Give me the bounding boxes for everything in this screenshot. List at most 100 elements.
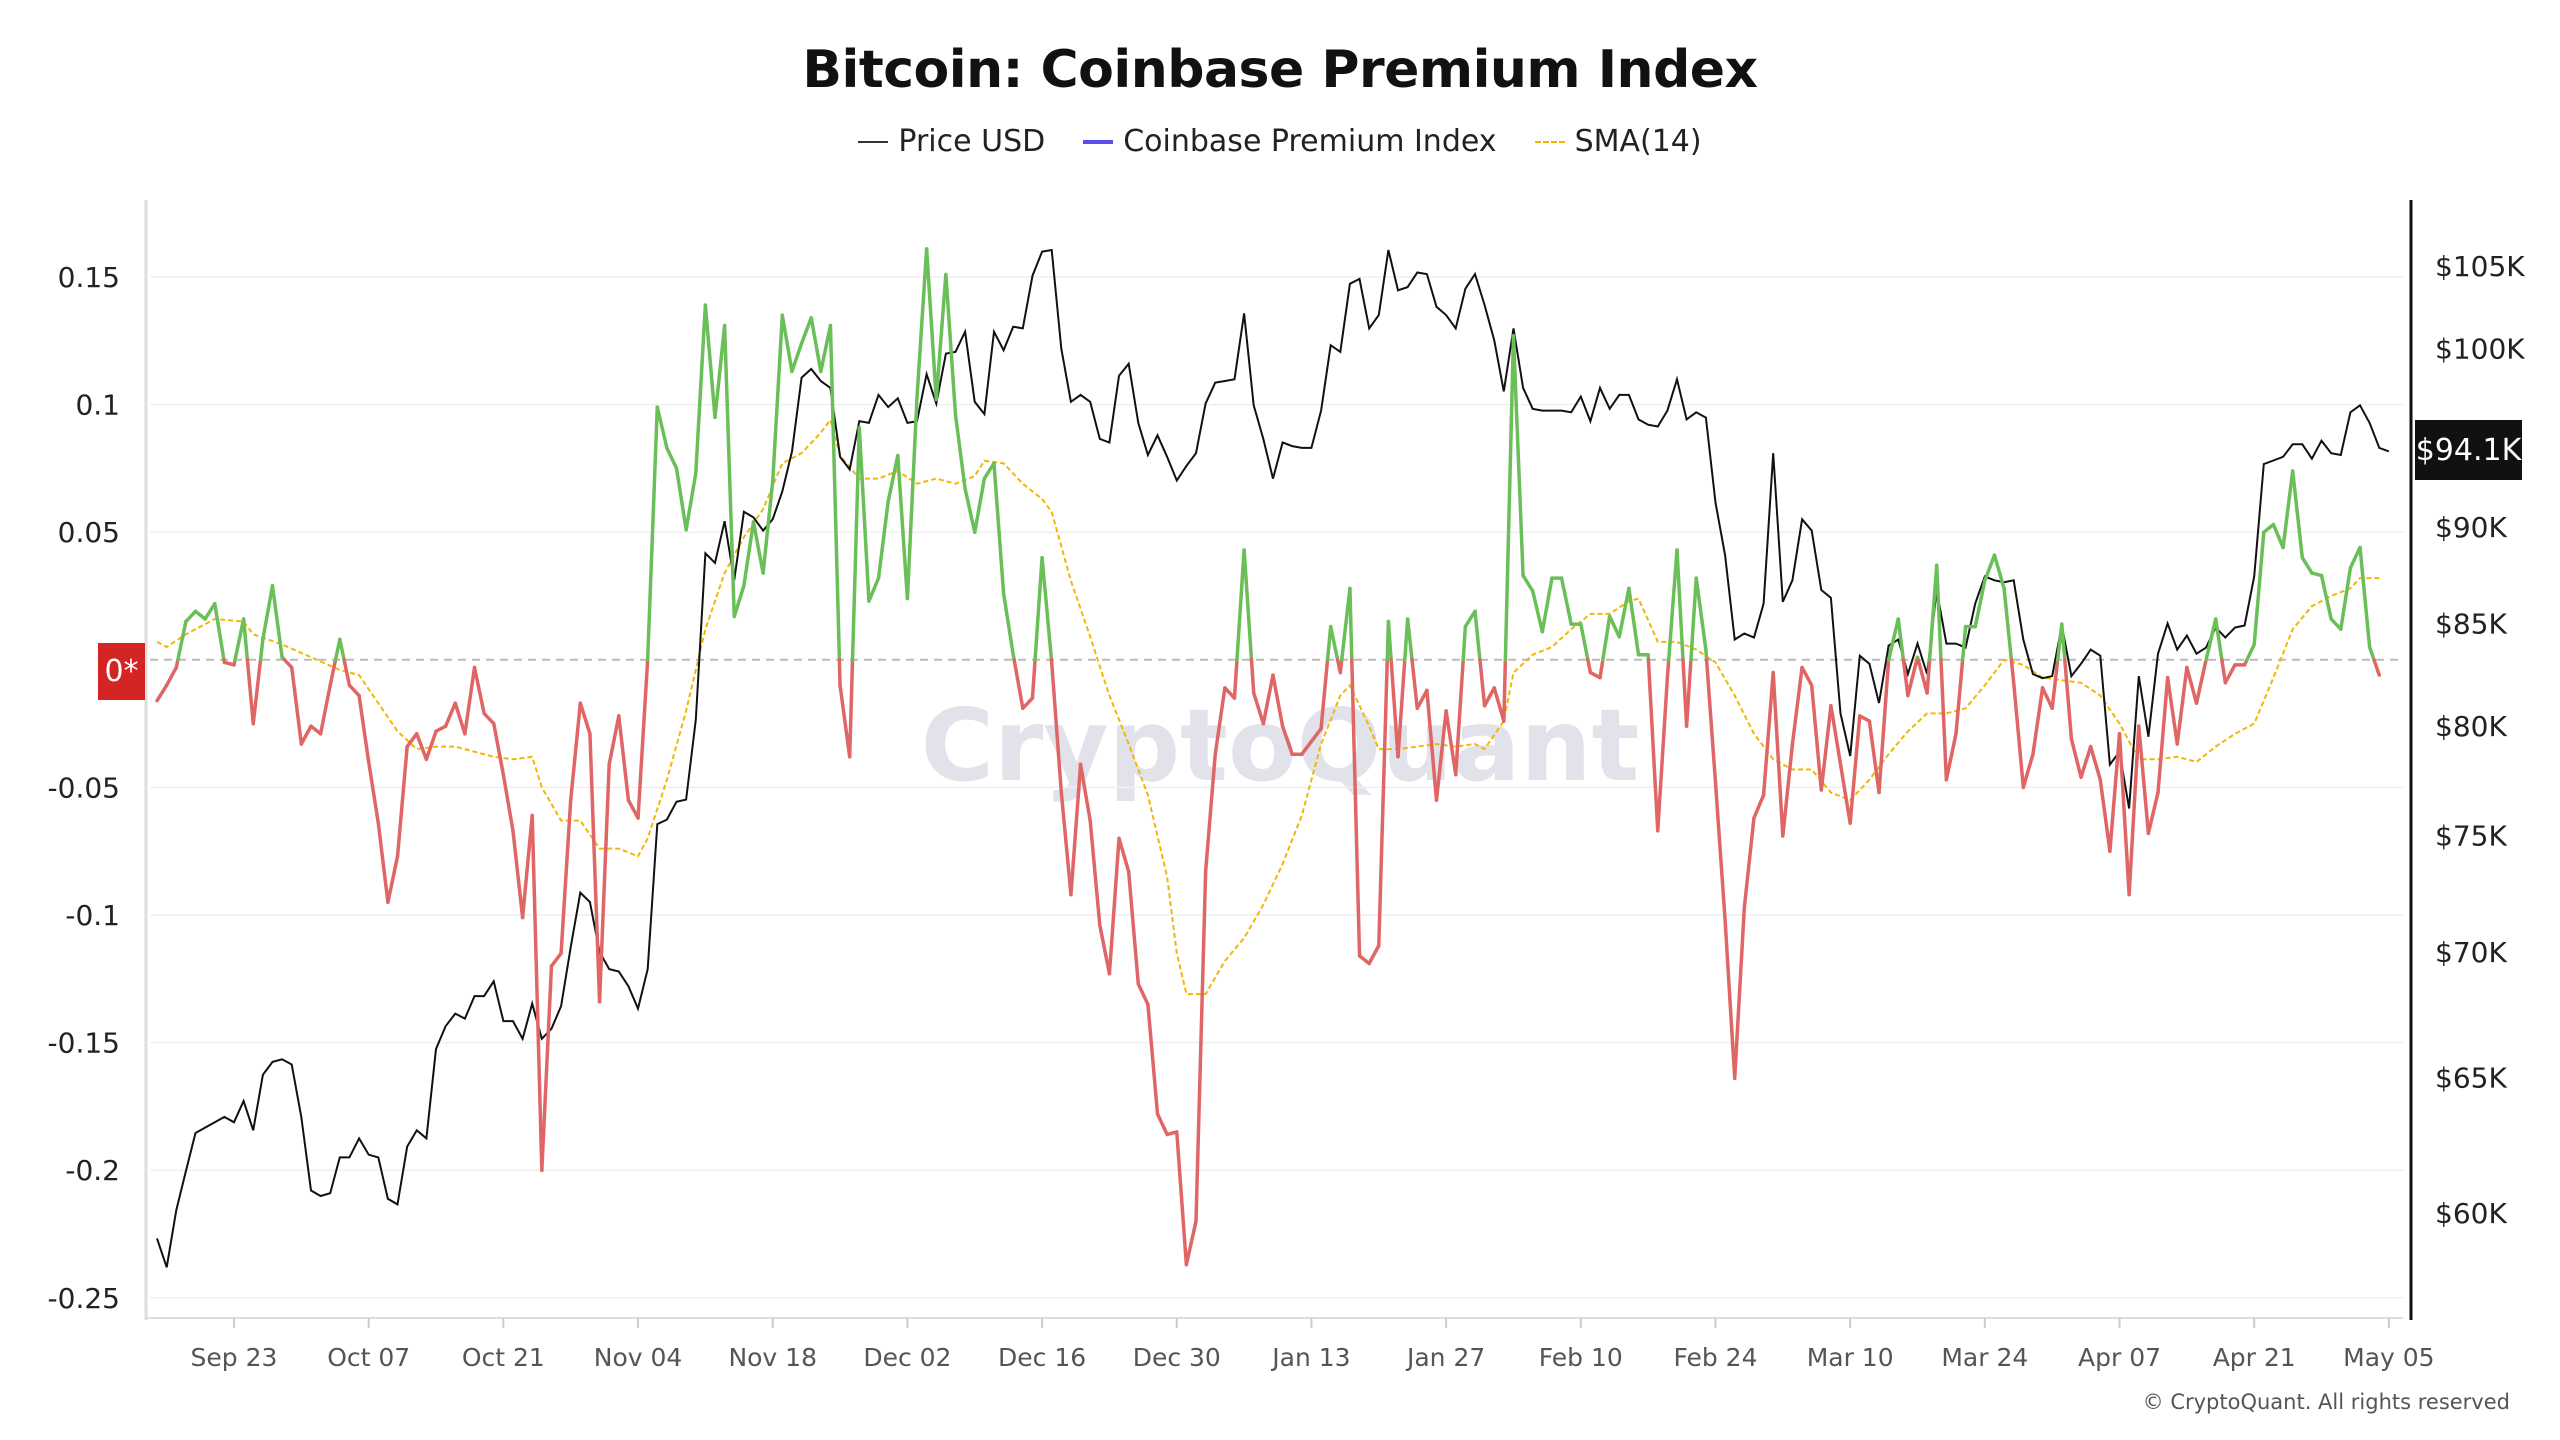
premium-segment-negative bbox=[1367, 943, 1381, 966]
premium-segment-negative bbox=[1858, 714, 1872, 723]
premium-segment-negative bbox=[1213, 686, 1227, 756]
premium-segment-positive bbox=[2358, 545, 2372, 649]
premium-segment-positive bbox=[1348, 586, 1354, 662]
x-tick-label: Mar 24 bbox=[1941, 1343, 2028, 1372]
premium-segment-negative bbox=[607, 714, 621, 767]
premium-segment-positive bbox=[1242, 548, 1254, 662]
premium-segment-negative bbox=[1049, 660, 1064, 795]
price-line bbox=[156, 248, 2390, 1268]
premium-segment-positive bbox=[867, 576, 881, 603]
premium-segment-negative bbox=[1410, 658, 1420, 711]
premium-segment-positive bbox=[684, 471, 698, 532]
premium-segment-negative bbox=[1732, 905, 1747, 1081]
left-tick-label: 0.1 bbox=[75, 389, 120, 422]
premium-segment-positive bbox=[944, 272, 958, 417]
premium-segment-positive bbox=[655, 405, 669, 450]
premium-segment-negative bbox=[2040, 686, 2054, 711]
premium-segment-negative bbox=[1453, 658, 1465, 777]
premium-segment-negative bbox=[366, 760, 381, 825]
premium-segment-negative bbox=[1925, 658, 1932, 695]
premium-segment-positive bbox=[876, 499, 890, 580]
premium-segment-negative bbox=[1901, 658, 1910, 698]
premium-segment-negative bbox=[1434, 709, 1448, 802]
premium-segment-positive bbox=[1040, 555, 1054, 662]
premium-segment-negative bbox=[1126, 869, 1141, 986]
premium-segment-negative bbox=[501, 772, 515, 833]
premium-segment-negative bbox=[1300, 739, 1314, 756]
legend-item-price[interactable]: Price USD bbox=[858, 124, 1045, 159]
premium-segment-positive bbox=[1521, 573, 1535, 593]
premium-segment-negative bbox=[2223, 663, 2237, 685]
x-tick-label: Jan 13 bbox=[1270, 1343, 1350, 1372]
x-tick-label: Apr 07 bbox=[2078, 1343, 2161, 1372]
premium-segment-negative bbox=[1771, 670, 1785, 838]
premium-segment-negative bbox=[1684, 658, 1693, 728]
premium-segment-negative bbox=[2079, 744, 2093, 779]
legend-swatch-price bbox=[858, 140, 889, 143]
x-tick-label: Dec 02 bbox=[863, 1343, 951, 1372]
right-tick-label: $85K bbox=[2435, 608, 2507, 641]
legend-swatch-sma bbox=[1534, 140, 1565, 143]
premium-segment-negative bbox=[1742, 816, 1756, 910]
premium-segment-negative bbox=[1944, 732, 1958, 782]
premium-segment-negative bbox=[559, 798, 573, 956]
premium-segment-negative bbox=[405, 732, 419, 749]
premium-segment-positive bbox=[193, 609, 207, 621]
premium-segment-negative bbox=[1444, 709, 1458, 777]
premium-segment-negative bbox=[1819, 703, 1833, 792]
premium-segment-positive bbox=[982, 461, 996, 481]
premium-segment-positive bbox=[1666, 548, 1679, 662]
premium-segment-positive bbox=[1601, 614, 1612, 662]
premium-segment-positive bbox=[2060, 622, 2067, 662]
premium-segment-positive bbox=[1530, 589, 1545, 634]
premium-segment-negative bbox=[2117, 732, 2131, 897]
premium-segment-positive bbox=[809, 316, 823, 374]
premium-segment-negative bbox=[530, 813, 544, 1172]
legend-swatch-premium bbox=[1083, 139, 1114, 144]
premium-segment-negative bbox=[1800, 665, 1814, 688]
right-tick-label: $75K bbox=[2435, 819, 2507, 852]
premium-segment-negative bbox=[491, 721, 506, 777]
premium-segment-negative bbox=[1781, 742, 1795, 838]
premium-segment-negative bbox=[309, 724, 323, 736]
premium-segment-negative bbox=[282, 658, 294, 670]
premium-segment-negative bbox=[2031, 686, 2045, 756]
premium-segment-positive bbox=[203, 601, 217, 621]
premium-segment-negative bbox=[415, 732, 429, 762]
premium-segment-positive bbox=[1503, 333, 1516, 662]
premium-segment-negative bbox=[1021, 696, 1035, 711]
premium-segment-negative bbox=[1098, 923, 1112, 976]
premium-segment-positive bbox=[1960, 624, 1968, 662]
premium-segment-positive bbox=[2348, 545, 2362, 570]
premium-segment-positive bbox=[1617, 586, 1631, 639]
x-tick-label: Nov 04 bbox=[594, 1343, 683, 1372]
premium-segment-negative bbox=[1656, 675, 1670, 833]
premium-segment-positive bbox=[261, 584, 275, 642]
premium-segment-positive bbox=[241, 617, 250, 662]
premium-segment-positive bbox=[2319, 573, 2333, 621]
premium-segment-positive bbox=[963, 487, 977, 534]
premium-segment-negative bbox=[1175, 1130, 1189, 1267]
left-tick-label: -0.2 bbox=[65, 1154, 120, 1187]
premium-segment-positive bbox=[886, 453, 900, 504]
premium-segment-positive bbox=[1896, 617, 1906, 662]
x-tick-label: Nov 18 bbox=[728, 1343, 817, 1372]
premium-segment-negative bbox=[1502, 658, 1508, 723]
legend-item-premium[interactable]: Coinbase Premium Index bbox=[1083, 124, 1497, 159]
premium-segment-negative bbox=[2220, 658, 2228, 685]
premium-segment-positive bbox=[1983, 553, 1997, 583]
premium-segment-negative bbox=[588, 732, 602, 1004]
premium-segment-negative bbox=[2009, 658, 2016, 685]
premium-segment-negative bbox=[1232, 658, 1239, 700]
premium-segment-negative bbox=[2137, 724, 2151, 836]
legend-item-sma[interactable]: SMA(14) bbox=[1534, 124, 1702, 159]
premium-segment-positive bbox=[1033, 555, 1044, 662]
premium-series bbox=[155, 247, 2382, 1267]
premium-segment-positive bbox=[905, 395, 919, 601]
price-series bbox=[156, 248, 2390, 1268]
premium-segment-positive bbox=[1386, 619, 1393, 662]
premium-segment-positive bbox=[184, 609, 198, 624]
premium-segment-negative bbox=[1790, 665, 1804, 746]
premium-segment-negative bbox=[1415, 688, 1429, 711]
premium-segment-positive bbox=[1328, 624, 1340, 662]
